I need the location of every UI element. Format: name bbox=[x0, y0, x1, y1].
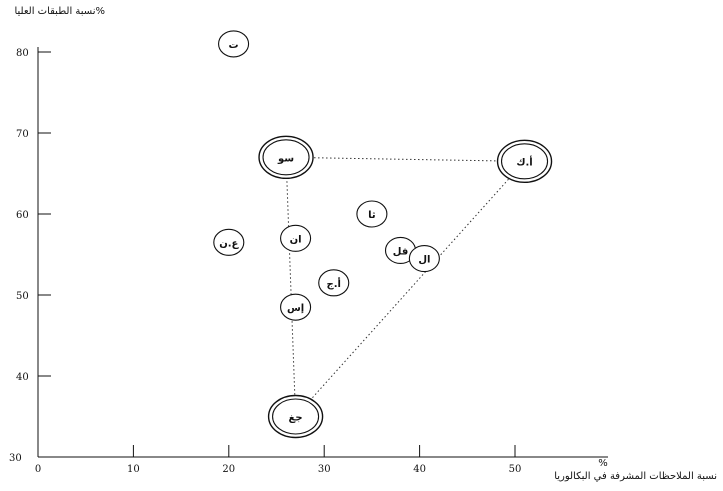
y-tick-label: 30 bbox=[9, 453, 22, 464]
data-point: ت bbox=[218, 30, 250, 58]
x-tick-label: 40 bbox=[413, 464, 426, 475]
point-marker bbox=[280, 293, 312, 321]
axes: 0 10 20 30 40 50 30 40 50 60 70 80 bbox=[9, 47, 608, 475]
x-tick-label: 20 bbox=[222, 464, 235, 475]
point-marker bbox=[213, 228, 245, 256]
point-inner-ring bbox=[500, 143, 549, 180]
point-marker bbox=[280, 224, 312, 252]
connection-line bbox=[286, 156, 525, 162]
y-tick-label: 80 bbox=[16, 48, 29, 59]
data-point: ثا bbox=[356, 200, 388, 228]
point-label: فل bbox=[393, 246, 408, 257]
point-marker bbox=[318, 269, 350, 297]
point-label: أ.ج bbox=[327, 277, 341, 290]
point-inner-ring bbox=[262, 139, 310, 176]
y-tick-label: 70 bbox=[16, 129, 29, 140]
y-tick-label: 60 bbox=[16, 210, 29, 221]
data-point: سو bbox=[258, 135, 314, 180]
data-point: جغ bbox=[267, 394, 324, 439]
point-marker bbox=[218, 30, 250, 58]
point-label: سو bbox=[277, 153, 294, 164]
data-point: ان bbox=[280, 224, 312, 252]
data-point: ال bbox=[408, 244, 440, 273]
x-tick-label: 50 bbox=[509, 464, 522, 475]
point-label: ال bbox=[418, 255, 430, 266]
data-points: ت سو أ.ك ع.ن ان ثا فل ال أ.ج إس جغ bbox=[213, 30, 553, 439]
point-label: أ.ك bbox=[516, 155, 532, 168]
data-point: إس bbox=[280, 293, 312, 321]
data-point: أ.ج bbox=[318, 269, 350, 297]
point-label: ثا bbox=[368, 210, 376, 221]
y-tick-label: 40 bbox=[16, 372, 29, 383]
y-axis-title: نسبة الطبقات العليا% bbox=[14, 6, 105, 17]
data-point: ع.ن bbox=[213, 228, 245, 256]
point-label: ت bbox=[229, 40, 239, 51]
x-tick-label: 30 bbox=[318, 464, 331, 475]
point-inner-ring bbox=[272, 398, 320, 435]
data-point: أ.ك bbox=[496, 139, 553, 184]
point-label: إس bbox=[287, 303, 304, 314]
x-axis-title: نسبة الملاحظات المشرفة في البكالوريا bbox=[554, 471, 717, 482]
connection-lines bbox=[285, 156, 525, 417]
point-label: ان bbox=[290, 234, 302, 245]
x-tick-label: 10 bbox=[127, 464, 140, 475]
x-tick-label: 0 bbox=[35, 464, 41, 475]
point-marker bbox=[356, 200, 388, 228]
connection-line bbox=[285, 157, 297, 417]
point-marker bbox=[408, 244, 440, 273]
y-tick-label: 50 bbox=[16, 291, 29, 302]
point-label: ع.ن bbox=[219, 238, 239, 249]
connection-line bbox=[295, 161, 525, 417]
point-label: جغ bbox=[289, 413, 303, 424]
x-axis-unit: % bbox=[598, 458, 608, 469]
